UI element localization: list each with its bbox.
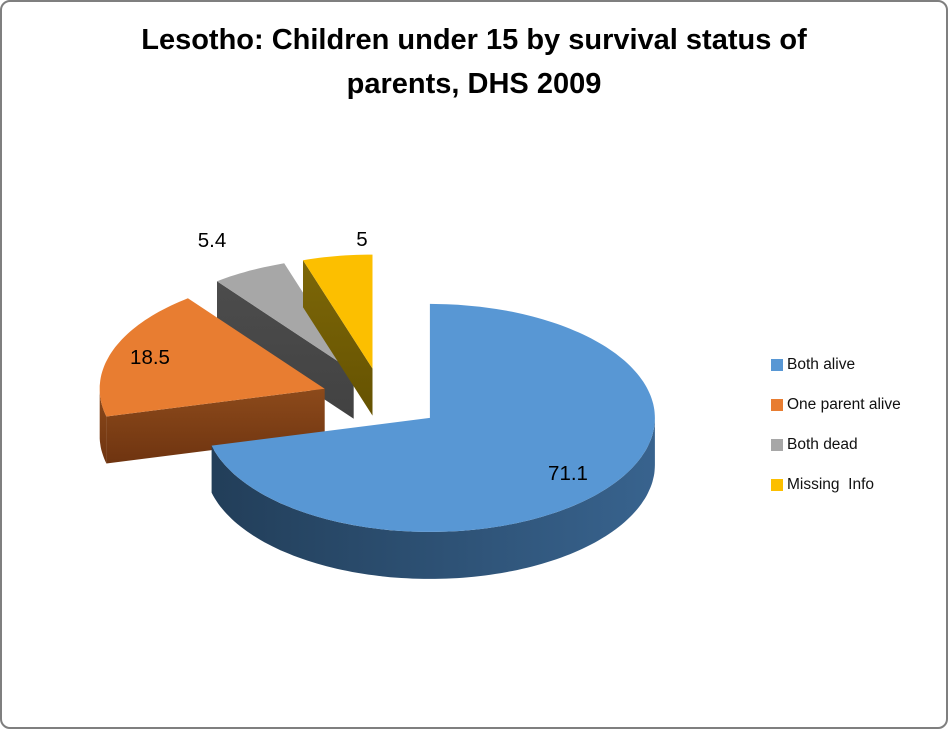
data-label-one-parent-alive: 18.5 [130,346,170,369]
legend-label: Both dead [787,436,858,453]
pie-slice-both-dead-side-face [217,281,354,419]
pie-slice-both-dead[interactable] [217,263,354,372]
legend-item-both-dead[interactable]: Both dead [771,433,901,457]
legend-item-one-parent-alive[interactable]: One parent alive [771,393,901,417]
legend-item-missing-info[interactable]: Missing Info [771,473,901,497]
pie-slice-one-parent-alive[interactable] [99,298,325,417]
pie-slice-missing-info[interactable] [303,254,373,369]
legend-label: Both alive [787,356,856,373]
legend: Both alive One parent alive Both dead Missi… [771,353,901,513]
legend-label: One parent alive [787,396,901,413]
data-label-both-alive: 71.1 [548,462,588,485]
pie-slice-missing-info-side-face [303,260,373,416]
pie-slice-one-parent-alive-rim [99,388,107,464]
legend-swatch-one-parent-alive [771,399,783,411]
chart-title-line1: Lesotho: Children under 15 by survival s… [141,24,807,56]
legend-swatch-both-dead [771,439,783,451]
legend-swatch-missing-info [771,479,783,491]
legend-item-both-alive[interactable]: Both alive [771,353,901,377]
chart-title: Lesotho: Children under 15 by survival s… [2,18,946,106]
pie-slice-both-alive[interactable] [211,303,655,532]
legend-swatch-both-alive [771,359,783,371]
legend-label: Missing Info [787,476,875,493]
chart-title-line2: parents, DHS 2009 [346,68,602,100]
data-label-missing-info: 5 [356,228,367,251]
data-label-both-dead: 5.4 [198,229,227,252]
pie-slice-both-alive-rim [211,417,655,579]
pie-slice-one-parent-alive-side-face [106,388,325,464]
